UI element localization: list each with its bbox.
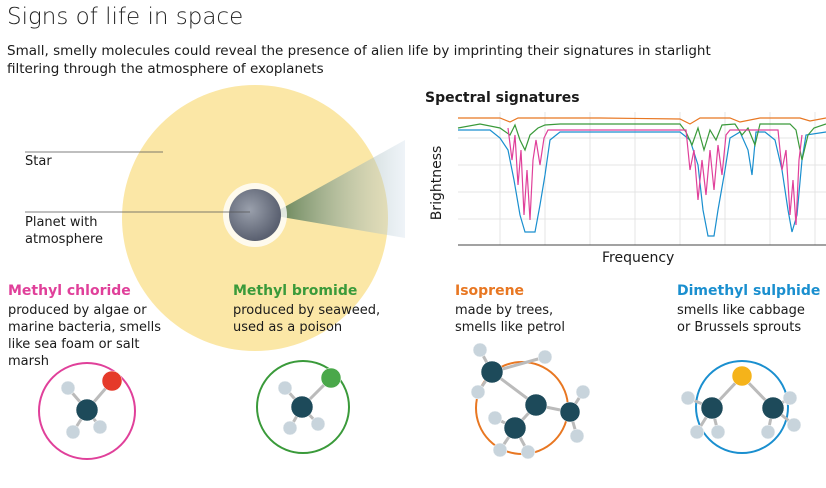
molecule-name: Methyl chloride bbox=[8, 283, 131, 299]
y-axis-label: Brightness bbox=[429, 145, 445, 221]
molecule-description: made by trees, smells like petrol bbox=[455, 303, 565, 335]
atom bbox=[537, 349, 553, 365]
atom bbox=[520, 444, 536, 460]
atom bbox=[65, 424, 81, 440]
atom bbox=[761, 396, 785, 420]
atom bbox=[310, 416, 326, 432]
atom bbox=[75, 398, 99, 422]
atom bbox=[277, 380, 293, 396]
spectrum-plot bbox=[457, 112, 826, 246]
molecule-name: Methyl bromide bbox=[233, 283, 358, 299]
atom bbox=[60, 380, 76, 396]
atom bbox=[480, 360, 504, 384]
atom bbox=[569, 428, 585, 444]
atom bbox=[760, 424, 776, 440]
atom bbox=[559, 401, 581, 423]
dms-spectrum bbox=[458, 129, 826, 237]
atom bbox=[575, 384, 591, 400]
atom bbox=[470, 384, 486, 400]
atom bbox=[700, 396, 724, 420]
atom bbox=[320, 367, 342, 389]
atom bbox=[782, 390, 798, 406]
atom bbox=[92, 419, 108, 435]
atom bbox=[487, 410, 503, 426]
atom bbox=[731, 365, 753, 387]
atom bbox=[290, 395, 314, 419]
atom bbox=[786, 417, 802, 433]
molecule-name: Dimethyl sulphide bbox=[677, 283, 821, 299]
atom bbox=[680, 390, 696, 406]
atom bbox=[710, 424, 726, 440]
atom bbox=[472, 342, 488, 358]
x-axis-label: Frequency bbox=[602, 250, 675, 266]
isoprene-spectrum bbox=[458, 117, 826, 125]
chloride-ring bbox=[38, 362, 136, 460]
subtitle: Small, smelly molecules could reveal the… bbox=[7, 43, 711, 77]
molecule-name: Isoprene bbox=[455, 283, 525, 299]
atom bbox=[503, 416, 527, 440]
molecule-description: produced by algae or marine bacteria, sm… bbox=[8, 303, 162, 369]
atom bbox=[282, 420, 298, 436]
planet-label: Planet with atmosphere bbox=[25, 215, 103, 247]
bromide-ring bbox=[256, 360, 350, 454]
chloride-spectrum bbox=[507, 127, 803, 226]
light-beam bbox=[270, 140, 405, 238]
planet bbox=[229, 189, 281, 241]
molecule-description: smells like cabbage or Brussels sprouts bbox=[677, 303, 805, 335]
dms-ring bbox=[695, 360, 789, 454]
molecule-description: produced by seaweed, used as a poison bbox=[233, 303, 381, 335]
molecules bbox=[38, 342, 802, 460]
atom bbox=[101, 370, 123, 392]
spectrum-title: Spectral signatures bbox=[425, 90, 580, 106]
atom bbox=[492, 442, 508, 458]
atom bbox=[524, 393, 548, 417]
title: Signs of life in space bbox=[7, 4, 244, 30]
bromide-spectrum bbox=[457, 123, 826, 161]
atom bbox=[689, 424, 705, 440]
star-label: Star bbox=[25, 154, 52, 169]
